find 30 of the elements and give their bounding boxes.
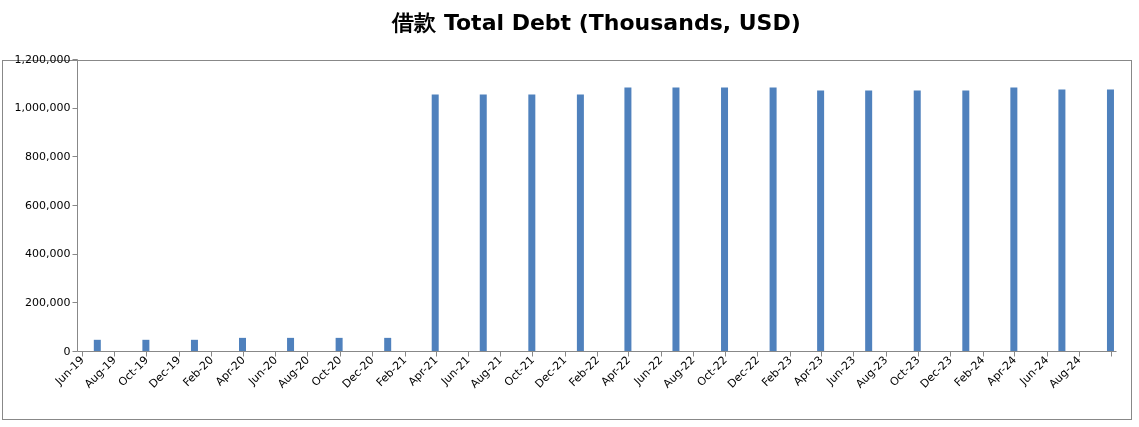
y-tick-label: 0	[63, 344, 71, 358]
bar	[528, 94, 536, 351]
bar	[962, 90, 970, 351]
chart-title: 借款 Total Debt (Thousands, USD)	[391, 10, 801, 35]
y-tick-label: 400,000	[25, 247, 71, 261]
bar	[239, 337, 246, 351]
y-tick-label: 800,000	[25, 149, 71, 163]
bar	[479, 94, 487, 351]
bar	[93, 339, 101, 351]
bar	[190, 339, 198, 351]
bar	[1058, 89, 1066, 351]
y-tick-label: 1,200,000	[14, 52, 71, 66]
bar	[142, 339, 150, 351]
bar	[335, 337, 343, 351]
bar	[287, 337, 295, 351]
bar	[1106, 89, 1114, 351]
bar	[913, 90, 921, 351]
bar	[384, 337, 392, 351]
bar	[624, 87, 632, 351]
bar	[1010, 87, 1018, 351]
bar	[576, 94, 584, 351]
bar	[865, 90, 873, 351]
bar	[817, 90, 825, 351]
bar	[431, 94, 439, 351]
bar	[721, 87, 729, 351]
y-tick-label: 1,000,000	[14, 101, 71, 115]
y-tick-label: 600,000	[25, 198, 71, 212]
bar	[672, 87, 680, 351]
bar	[769, 87, 777, 351]
y-tick-label: 200,000	[25, 295, 71, 309]
